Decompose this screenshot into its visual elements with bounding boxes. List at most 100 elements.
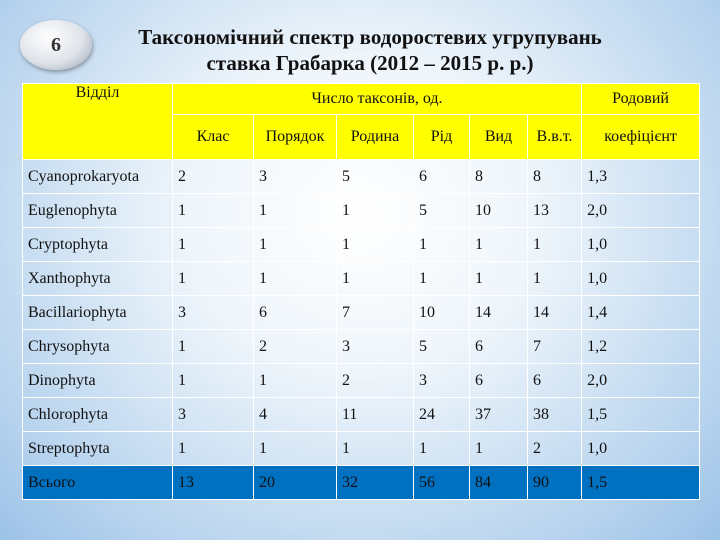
- intraspecific-count-cell: 14: [526, 295, 583, 330]
- header-generic-coef-2: коефіцієнт: [581, 114, 701, 160]
- intraspecific-count-cell: 1: [526, 261, 583, 296]
- generic-coef-cell: 1,3: [581, 159, 701, 194]
- intraspecific-count-cell: 7: [526, 329, 583, 364]
- genus-count-cell: 1: [413, 227, 470, 262]
- title-line-1: Таксономічний спектр водоростевих угрупу…: [138, 25, 602, 49]
- genus-count-cell: 56: [413, 465, 470, 500]
- division-name-cell: Dinophyta: [22, 363, 173, 398]
- family-count-cell: 3: [336, 329, 414, 364]
- intraspecific-count-cell: 1: [526, 227, 583, 262]
- slide-number-badge: 6: [20, 20, 92, 70]
- family-count-cell: 1: [336, 431, 414, 466]
- total-row: Всього 13 20 32 56 84 90 1,5: [22, 465, 701, 500]
- header-family: Родина: [336, 114, 414, 160]
- class-count-cell: 1: [172, 363, 254, 398]
- header-taxa-count: Число таксонів, од.: [171, 83, 583, 115]
- class-count-cell: 1: [172, 261, 254, 296]
- intraspecific-count-cell: 8: [526, 159, 583, 194]
- family-count-cell: 5: [336, 159, 414, 194]
- generic-coef-cell: 2,0: [581, 363, 701, 398]
- generic-coef-cell: 1,0: [581, 227, 701, 262]
- generic-coef-cell: 1,5: [581, 465, 701, 500]
- genus-count-cell: 6: [413, 159, 470, 194]
- class-count-cell: 2: [172, 159, 254, 194]
- intraspecific-count-cell: 90: [526, 465, 583, 500]
- genus-count-cell: 24: [413, 397, 470, 432]
- division-name-cell: Cryptophyta: [22, 227, 173, 262]
- header-division: Відділ: [22, 83, 173, 160]
- generic-coef-cell: 1,2: [581, 329, 701, 364]
- table-row: Cyanoprokaryota 2 3 5 6 8 8 1,3: [22, 159, 701, 194]
- order-count-cell: 1: [253, 261, 337, 296]
- class-count-cell: 1: [172, 193, 254, 228]
- species-count-cell: 1: [469, 261, 528, 296]
- species-count-cell: 1: [469, 227, 528, 262]
- species-count-cell: 6: [469, 329, 528, 364]
- order-count-cell: 20: [253, 465, 337, 500]
- order-count-cell: 1: [253, 193, 337, 228]
- division-name-cell: Chlorophyta: [22, 397, 173, 432]
- title-line-2: ставка Грабарка (2012 – 2015 р. р.): [206, 51, 534, 75]
- division-name-cell: Bacillariophyta: [22, 295, 173, 330]
- slide-number: 6: [51, 33, 61, 56]
- genus-count-cell: 3: [413, 363, 470, 398]
- class-count-cell: 3: [172, 397, 254, 432]
- species-count-cell: 1: [469, 431, 528, 466]
- division-name-cell: Euglenophyta: [22, 193, 173, 228]
- order-count-cell: 1: [253, 431, 337, 466]
- generic-coef-cell: 1,0: [581, 261, 701, 296]
- class-count-cell: 13: [172, 465, 254, 500]
- order-count-cell: 4: [253, 397, 337, 432]
- header-class: Клас: [172, 114, 254, 160]
- family-count-cell: 2: [336, 363, 414, 398]
- header-generic-coef-1: Родовий: [581, 83, 701, 115]
- table-row: Cryptophyta 1 1 1 1 1 1 1,0: [22, 227, 701, 262]
- genus-count-cell: 5: [413, 193, 470, 228]
- family-count-cell: 11: [336, 397, 414, 432]
- slide-title: Таксономічний спектр водоростевих угрупу…: [100, 24, 640, 76]
- family-count-cell: 32: [336, 465, 414, 500]
- table-row: Chlorophyta 3 4 11 24 37 38 1,5: [22, 397, 701, 432]
- genus-count-cell: 1: [413, 431, 470, 466]
- table-row: Bacillariophyta 3 6 7 10 14 14 1,4: [22, 295, 701, 330]
- class-count-cell: 3: [172, 295, 254, 330]
- genus-count-cell: 5: [413, 329, 470, 364]
- species-count-cell: 8: [469, 159, 528, 194]
- species-count-cell: 37: [469, 397, 528, 432]
- family-count-cell: 7: [336, 295, 414, 330]
- division-name-cell: Всього: [22, 465, 173, 500]
- header-row-1: Відділ Число таксонів, од. Родовий: [22, 83, 701, 160]
- header-intraspecific-taxa: В.в.т.: [526, 114, 583, 160]
- table-row: Chrysophyta 1 2 3 5 6 7 1,2: [22, 329, 701, 364]
- species-count-cell: 10: [469, 193, 528, 228]
- order-count-cell: 2: [253, 329, 337, 364]
- header-species: Вид: [469, 114, 528, 160]
- table-row: Dinophyta 1 1 2 3 6 6 2,0: [22, 363, 701, 398]
- order-count-cell: 6: [253, 295, 337, 330]
- header-genus: Рід: [413, 114, 470, 160]
- species-count-cell: 84: [469, 465, 528, 500]
- generic-coef-cell: 1,5: [581, 397, 701, 432]
- family-count-cell: 1: [336, 193, 414, 228]
- table-row: Euglenophyta 1 1 1 5 10 13 2,0: [22, 193, 701, 228]
- class-count-cell: 1: [172, 329, 254, 364]
- taxonomy-table: Відділ Число таксонів, од. Родовий Клас …: [22, 83, 701, 500]
- genus-count-cell: 10: [413, 295, 470, 330]
- species-count-cell: 14: [469, 295, 528, 330]
- intraspecific-count-cell: 38: [526, 397, 583, 432]
- generic-coef-cell: 1,4: [581, 295, 701, 330]
- intraspecific-count-cell: 2: [526, 431, 583, 466]
- species-count-cell: 6: [469, 363, 528, 398]
- division-name-cell: Xanthophyta: [22, 261, 173, 296]
- generic-coef-cell: 2,0: [581, 193, 701, 228]
- division-name-cell: Streptophyta: [22, 431, 173, 466]
- order-count-cell: 1: [253, 363, 337, 398]
- header-row-2: Клас Порядок Родина Рід Вид В.в.т. коефі…: [23, 114, 701, 160]
- intraspecific-count-cell: 13: [526, 193, 583, 228]
- family-count-cell: 1: [336, 227, 414, 262]
- table-row: Streptophyta 1 1 1 1 1 2 1,0: [22, 431, 701, 466]
- order-count-cell: 3: [253, 159, 337, 194]
- table-row: Xanthophyta 1 1 1 1 1 1 1,0: [22, 261, 701, 296]
- order-count-cell: 1: [253, 227, 337, 262]
- generic-coef-cell: 1,0: [581, 431, 701, 466]
